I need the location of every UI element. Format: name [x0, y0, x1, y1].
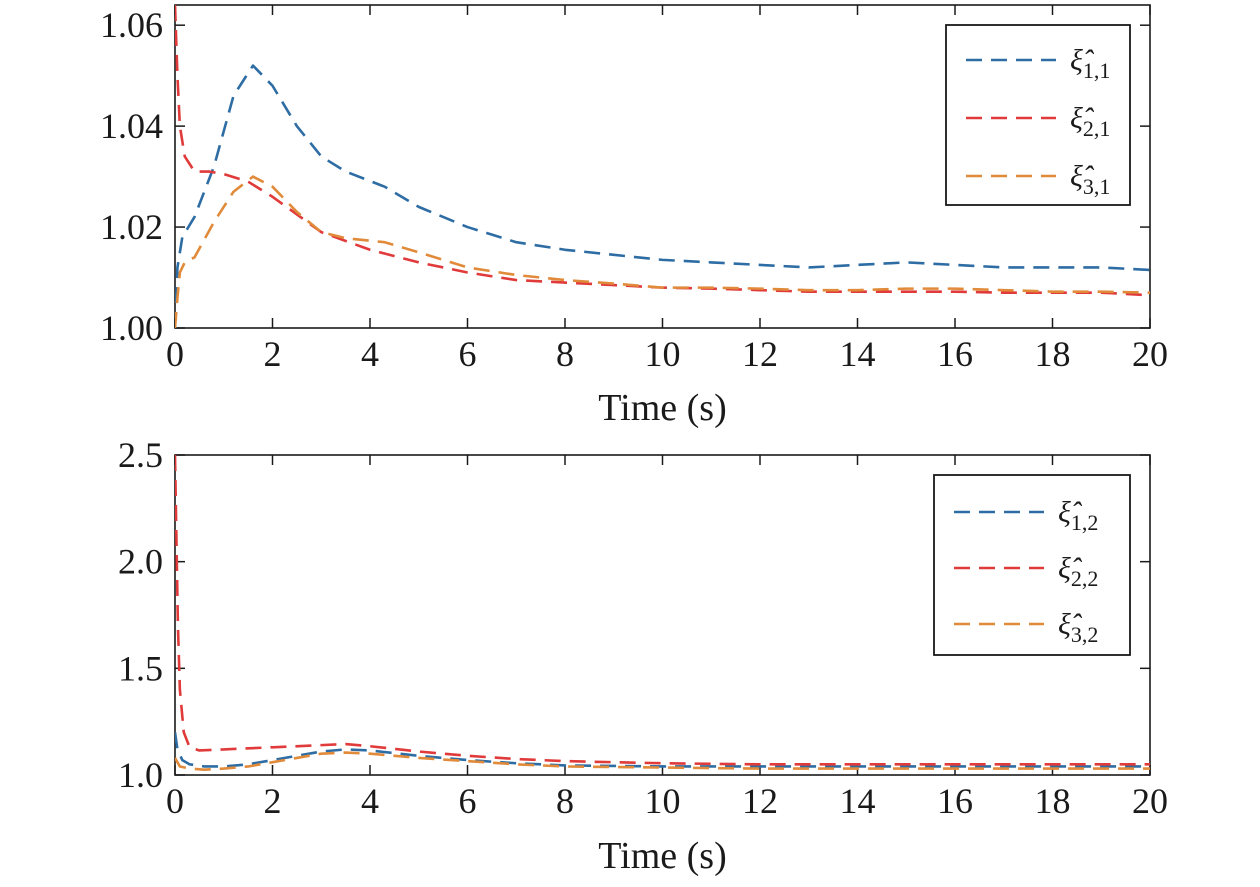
- y-tick-label: 1.02: [100, 207, 163, 247]
- x-tick-label: 4: [361, 334, 379, 374]
- x-tick-label: 2: [264, 781, 282, 821]
- y-tick-label: 1.00: [100, 308, 163, 348]
- series-line-2-1: [175, 5, 1150, 297]
- x-tick-label: 20: [1132, 334, 1168, 374]
- x-tick-label: 12: [742, 334, 778, 374]
- legend-subscript: 2,1: [1083, 116, 1111, 141]
- legend-subscript: 1,2: [1071, 510, 1099, 535]
- chart-panel-2: 0 2 4 6 8 10 12 14 16 18 20 1.0 1.5 2.0 2.5 Time (s) ξ̂1…: [118, 435, 1168, 877]
- x-tick-label: 14: [840, 334, 876, 374]
- legend-frame: [933, 474, 1131, 656]
- x-tick-label: 18: [1035, 781, 1071, 821]
- x-tick-label: 20: [1132, 781, 1168, 821]
- legend-entry-label: ξ̂1,2: [1058, 496, 1098, 535]
- x-tick-label: 0: [166, 781, 184, 821]
- x-tick-label: 2: [264, 334, 282, 374]
- x-axis-label: Time (s): [598, 387, 726, 429]
- legend-subscript: 1,1: [1083, 58, 1111, 83]
- x-axis-label: Time (s): [598, 835, 726, 877]
- legend-subscript: 3,1: [1083, 174, 1111, 199]
- y-tick-label: 2.0: [118, 542, 163, 582]
- legend-entry-label: ξ̂2,2: [1058, 552, 1098, 591]
- series-layer: [175, 5, 1150, 328]
- legend: ξ̂1,2ξ̂2,2ξ̂3,2: [933, 474, 1131, 656]
- series-line-2-2: [175, 455, 1150, 766]
- series-line-3-2: [175, 751, 1150, 771]
- x-tick-label: 6: [459, 781, 477, 821]
- x-tick-label: 6: [459, 334, 477, 374]
- legend-subscript: 2,2: [1071, 566, 1099, 591]
- series-line-3-1: [175, 175, 1150, 328]
- x-tick-label: 8: [556, 781, 574, 821]
- x-tick-label: 10: [645, 334, 681, 374]
- x-tick-label: 0: [166, 334, 184, 374]
- x-tick-label: 16: [937, 781, 973, 821]
- x-tick-label: 4: [361, 781, 379, 821]
- legend-subscript: 3,2: [1071, 622, 1099, 647]
- legend: ξ̂1,1ξ̂2,1ξ̂3,1: [945, 24, 1131, 206]
- series-line-1-2: [175, 732, 1150, 768]
- x-tick-label: 10: [645, 781, 681, 821]
- y-tick-label: 1.5: [118, 648, 163, 688]
- x-tick-label: 16: [937, 334, 973, 374]
- series-line-1-1: [175, 64, 1150, 328]
- y-tick-label: 1.04: [100, 106, 163, 146]
- x-tick-label: 12: [742, 781, 778, 821]
- y-tick-label: 1.06: [100, 5, 163, 45]
- x-tick-label: 14: [840, 781, 876, 821]
- x-tick-label: 18: [1035, 334, 1071, 374]
- series-layer: [175, 455, 1150, 771]
- y-tick-label: 1.0: [118, 755, 163, 795]
- y-tick-label: 2.5: [118, 435, 163, 475]
- x-tick-label: 8: [556, 334, 574, 374]
- chart-panel-1: 0 2 4 6 8 10 12 14 16 18 20 1.00 1.02 1.04 1.06 Time (s…: [100, 4, 1168, 429]
